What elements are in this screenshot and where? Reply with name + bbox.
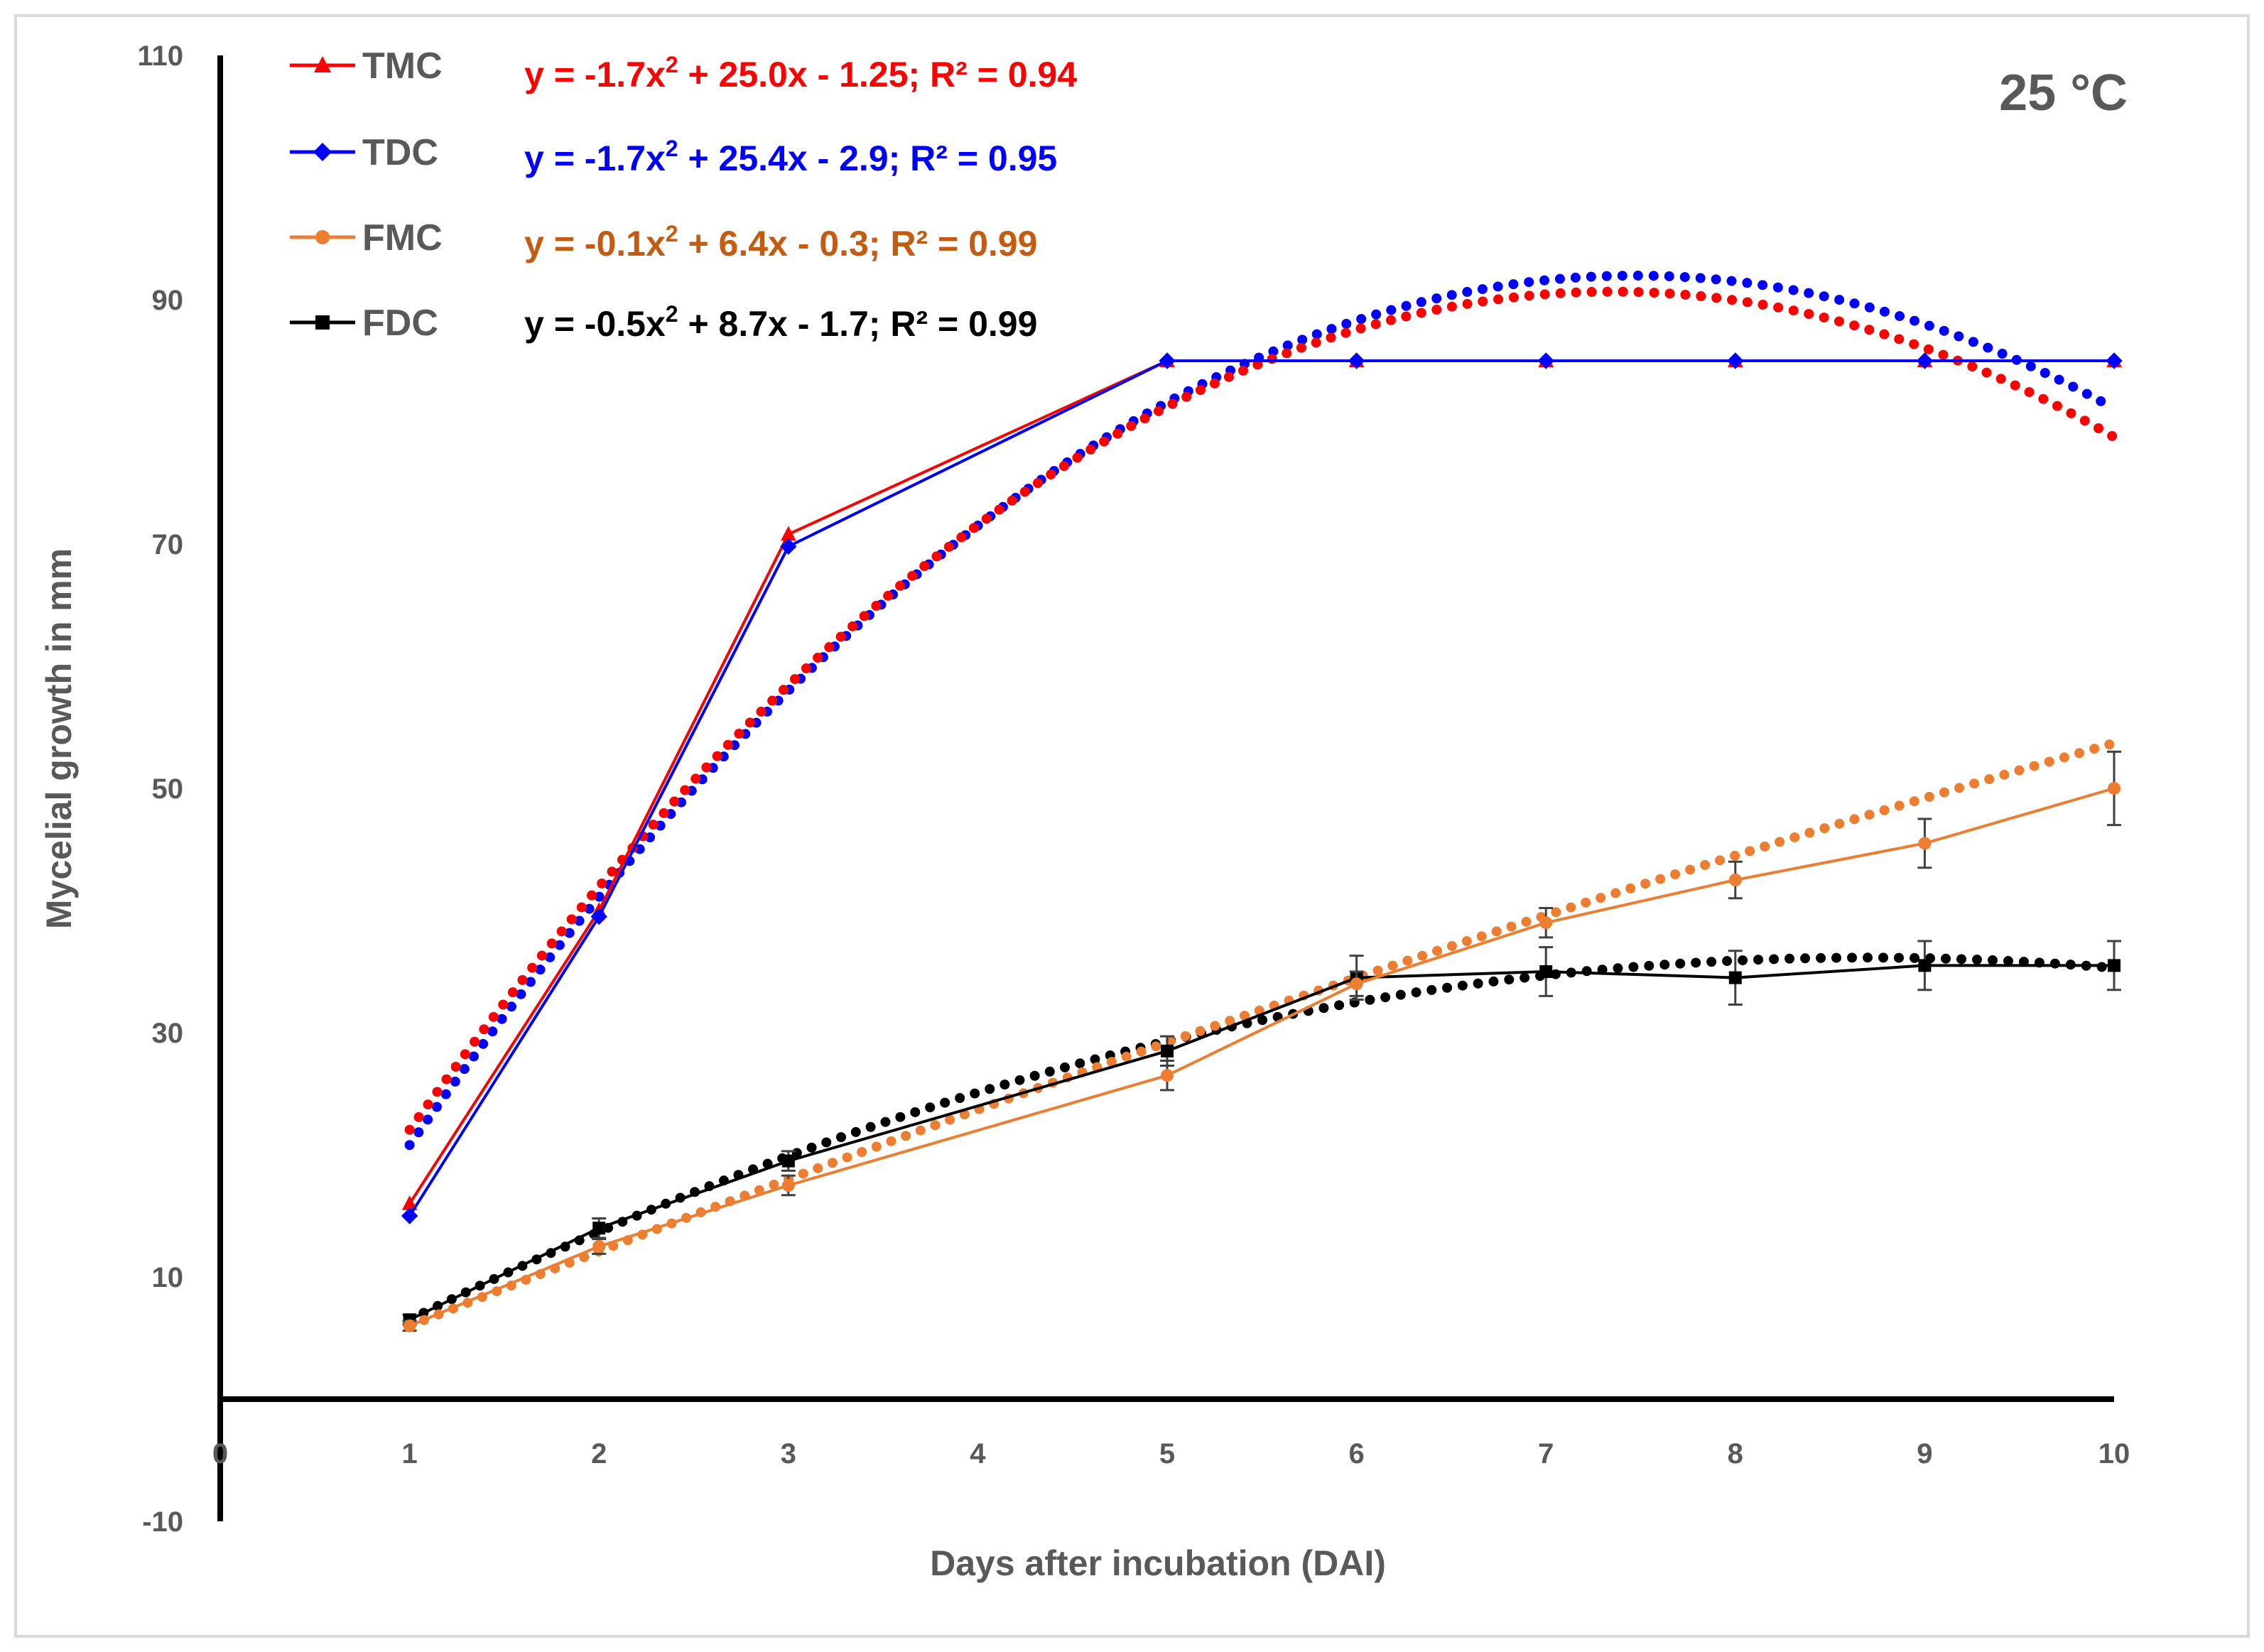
- x-tick-label: 3: [781, 1438, 796, 1469]
- data-point-fdc: [1539, 965, 1553, 978]
- data-point-fmc: [1161, 1069, 1174, 1082]
- trendline-fdc: [404, 952, 2119, 1325]
- data-point-tdc: [590, 908, 607, 925]
- y-tick-label: -10: [142, 1506, 183, 1538]
- data-point-fdc: [1728, 971, 1742, 984]
- legend-marker: [313, 143, 332, 161]
- x-tick-label: 0: [212, 1438, 228, 1469]
- series-fmc: [402, 750, 2121, 1332]
- legend-entry-tmc: TMC y = -1.7x2 + 25.0x - 1.25; R² = 0.94: [290, 45, 1077, 94]
- series-tdc: [401, 352, 2123, 1224]
- y-tick-label: 10: [152, 1262, 184, 1293]
- data-point-tdc: [1537, 352, 1554, 369]
- temperature-label: 25 °C: [1999, 65, 2128, 121]
- data-point-fdc: [1161, 1044, 1174, 1058]
- data-point-tmc: [781, 526, 796, 541]
- legend-label: TDC: [362, 132, 438, 173]
- legend-label: FMC: [362, 217, 443, 259]
- data-point-fdc: [781, 1154, 795, 1168]
- equation-part: y = -1.7x: [524, 55, 666, 94]
- equation-exponent: 2: [666, 136, 678, 161]
- chart-border: [14, 14, 2250, 1638]
- y-tick-label: 90: [152, 285, 184, 316]
- x-axis-title: Days after incubation (DAI): [930, 1543, 1386, 1583]
- y-tick-label: 30: [152, 1018, 184, 1049]
- equation-part: + 25.4x - 2.9; R² = 0.95: [678, 138, 1058, 178]
- tick-label-layer: -10 10 30 50 70 90 110 0 1 2 3 4 5 6 7 8 9 10: [137, 40, 2130, 1538]
- data-point-fmc: [2108, 782, 2121, 795]
- data-point-fdc: [2108, 959, 2121, 972]
- y-tick-label: 110: [137, 40, 183, 72]
- trendline-tdc: [404, 270, 2119, 1151]
- trendline-tmc: [404, 286, 2119, 1135]
- trendline-equation: y = -0.1x2 + 6.4x - 0.3; R² = 0.99: [524, 221, 1037, 263]
- data-point-tdc: [780, 538, 797, 555]
- y-tick-label: 50: [152, 773, 184, 805]
- x-tick-label: 8: [1728, 1438, 1743, 1469]
- data-point-tdc: [1727, 352, 1744, 369]
- data-point-tdc: [2106, 352, 2123, 369]
- axes-layer: [217, 55, 2114, 1521]
- data-point-fdc: [1918, 959, 1932, 972]
- x-tick-label: 4: [970, 1438, 986, 1469]
- legend-label: FDC: [362, 303, 438, 344]
- legend-entry-fmc: FMC y = -0.1x2 + 6.4x - 0.3; R² = 0.99: [290, 217, 1037, 263]
- trendline-equation: y = -1.7x2 + 25.4x - 2.9; R² = 0.95: [524, 136, 1057, 178]
- trendline-fmc: [404, 738, 2119, 1331]
- trendline-equation: y = -1.7x2 + 25.0x - 1.25; R² = 0.94: [524, 52, 1077, 94]
- data-point-fdc: [592, 1222, 606, 1235]
- equation-part: y = -0.1x: [524, 224, 666, 263]
- data-point-fmc: [781, 1179, 795, 1192]
- equation-exponent: 2: [666, 52, 678, 77]
- equation-exponent: 2: [666, 221, 678, 246]
- equation-part: + 8.7x - 1.7; R² = 0.99: [678, 304, 1038, 344]
- legend-marker: [315, 315, 330, 330]
- data-point-fmc: [403, 1319, 416, 1332]
- data-point-tdc: [401, 1207, 418, 1224]
- series-layer: [401, 352, 2123, 1332]
- equation-part: y = -0.5x: [524, 304, 666, 344]
- trendline-layer: [404, 270, 2119, 1331]
- x-tick-label: 10: [2098, 1438, 2130, 1469]
- legend-marker: [314, 56, 331, 72]
- legend-label: TMC: [362, 45, 443, 87]
- data-point-fmc: [1350, 977, 1363, 991]
- x-tick-label: 6: [1348, 1438, 1364, 1469]
- x-tick-label: 9: [1917, 1438, 1932, 1469]
- equation-exponent: 2: [666, 301, 678, 327]
- data-point-tmc: [401, 1195, 418, 1210]
- data-point-fmc: [1539, 916, 1553, 930]
- legend-entry-tdc: TDC y = -1.7x2 + 25.4x - 2.9; R² = 0.95: [290, 132, 1057, 178]
- data-point-fmc: [592, 1240, 606, 1253]
- x-tick-label: 2: [591, 1438, 607, 1469]
- equation-part: + 6.4x - 0.3; R² = 0.99: [678, 224, 1038, 263]
- x-tick-label: 7: [1538, 1438, 1554, 1469]
- legend-entry-fdc: FDC y = -0.5x2 + 8.7x - 1.7; R² = 0.99: [290, 301, 1037, 344]
- data-point-fmc: [1728, 874, 1742, 886]
- legend: TMC y = -1.7x2 + 25.0x - 1.25; R² = 0.94T…: [290, 45, 1077, 344]
- equation-part: + 25.0x - 1.25; R² = 0.94: [678, 55, 1078, 94]
- equation-part: y = -1.7x: [524, 138, 666, 178]
- data-point-tdc: [1159, 352, 1176, 369]
- data-point-fmc: [1918, 837, 1932, 850]
- data-point-tdc: [1348, 352, 1365, 369]
- y-axis-title: Mycelial growth in mm: [39, 548, 79, 929]
- x-tick-label: 5: [1159, 1438, 1175, 1469]
- x-tick-label: 1: [401, 1438, 417, 1469]
- trendline-equation: y = -0.5x2 + 8.7x - 1.7; R² = 0.99: [524, 301, 1037, 344]
- data-point-tdc: [1916, 352, 1934, 369]
- y-tick-label: 70: [152, 529, 184, 560]
- legend-marker: [315, 230, 330, 244]
